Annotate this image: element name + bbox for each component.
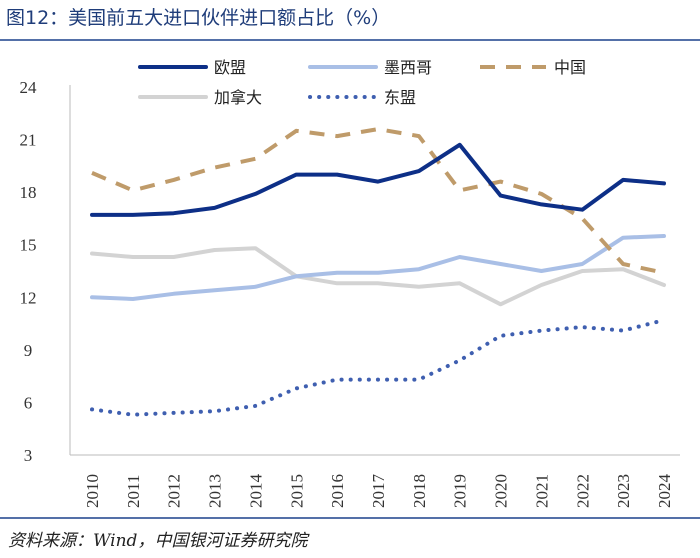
x-tick-label: 2018 [410, 474, 429, 508]
y-tick-label: 15 [20, 236, 37, 255]
legend-label-1: 欧盟 [214, 58, 246, 77]
x-tick-label: 2021 [532, 474, 551, 508]
x-tick-label: 2017 [369, 474, 388, 509]
y-tick-label: 12 [20, 288, 37, 307]
series-line-4 [90, 246, 666, 307]
y-tick-label: 18 [20, 183, 37, 202]
legend-label-2: 墨西哥 [384, 58, 432, 77]
source-rule [0, 517, 700, 519]
x-tick-label: 2020 [492, 474, 511, 508]
series-line-5 [90, 318, 666, 417]
x-tick-label: 2014 [246, 474, 265, 509]
x-tick-label: 2010 [83, 474, 102, 508]
source-note: 资料来源：Wind，中国银河证券研究院 [8, 531, 308, 551]
figure-title: 图12：美国前五大进口伙伴进口额占比（%） [6, 7, 391, 29]
legend-label-4: 加拿大 [214, 88, 262, 107]
x-tick-label: 2012 [165, 474, 184, 508]
x-tick-label: 2016 [328, 474, 347, 508]
x-tick-label: 2024 [655, 474, 674, 509]
y-tick-label: 9 [24, 341, 33, 360]
y-tick-label: 3 [24, 446, 33, 465]
legend-label-3: 中国 [554, 58, 586, 77]
y-tick-label: 21 [20, 131, 37, 150]
x-tick-label: 2022 [573, 474, 592, 508]
y-tick-label: 24 [20, 78, 38, 97]
x-tick-label: 2011 [124, 475, 143, 508]
series-line-2 [90, 234, 666, 301]
x-tick-label: 2023 [614, 474, 633, 508]
title-rule [0, 39, 700, 41]
series-line-3 [91, 127, 665, 275]
series-line-1 [90, 142, 666, 217]
y-tick-label: 6 [24, 393, 33, 412]
x-tick-label: 2013 [206, 474, 225, 508]
legend-label-5: 东盟 [384, 88, 416, 107]
x-tick-label: 2019 [451, 474, 470, 508]
x-tick-label: 2015 [287, 474, 306, 508]
